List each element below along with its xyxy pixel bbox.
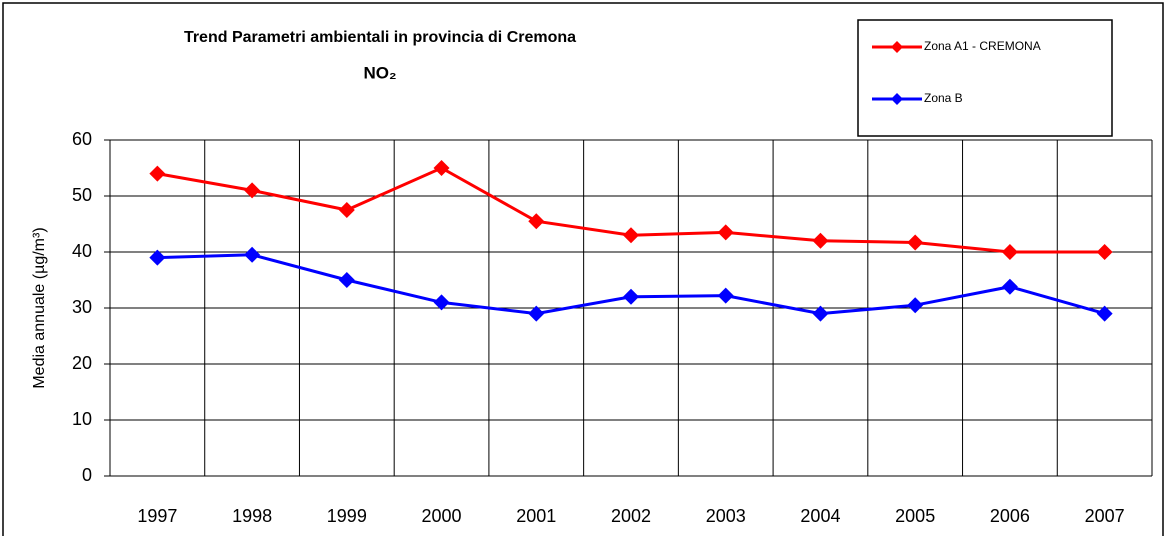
y-tick-label: 30 (72, 297, 92, 317)
marker (1001, 278, 1018, 295)
x-tick-label: 2006 (990, 506, 1030, 526)
y-tick-label: 10 (72, 409, 92, 429)
x-tick-label: 2004 (800, 506, 840, 526)
marker (433, 160, 450, 176)
marker (812, 305, 829, 322)
marker (433, 294, 450, 311)
marker (1096, 244, 1113, 260)
x-tick-label: 2005 (895, 506, 935, 526)
x-tick-label: 2000 (422, 506, 462, 526)
x-tick-label: 2002 (611, 506, 651, 526)
marker (244, 246, 261, 263)
marker (717, 224, 734, 241)
marker (149, 165, 166, 182)
y-tick-label: 0 (82, 465, 92, 485)
x-tick-label: 1999 (327, 506, 367, 526)
marker (528, 213, 545, 230)
marker (244, 182, 261, 199)
x-tick-label: 1998 (232, 506, 272, 526)
y-tick-label: 60 (72, 129, 92, 149)
legend-box (857, 19, 1113, 137)
marker (623, 227, 639, 244)
x-tick-label: 2001 (516, 506, 556, 526)
marker (907, 297, 924, 314)
marker (907, 234, 924, 251)
marker (1001, 244, 1018, 260)
marker (338, 202, 355, 218)
legend-label: Zona B (924, 91, 963, 105)
y-tick-label: 20 (72, 353, 92, 373)
chart-subtitle: NO₂ (363, 63, 396, 82)
marker (528, 305, 545, 322)
marker (338, 272, 355, 288)
chart-title: Trend Parametri ambientali in provincia … (184, 29, 576, 46)
x-tick-label: 1997 (137, 506, 177, 526)
marker (1096, 305, 1113, 322)
y-tick-label: 50 (72, 185, 92, 205)
marker (149, 249, 166, 266)
marker (717, 287, 734, 304)
y-axis-label: Media annuale (µg/m³) (31, 227, 48, 388)
marker (623, 288, 639, 305)
x-tick-label: 2003 (706, 506, 746, 526)
legend-label: Zona A1 - CREMONA (924, 39, 1041, 53)
legend-marker (891, 41, 903, 53)
legend-marker (891, 93, 903, 105)
y-tick-label: 40 (72, 241, 92, 261)
marker (812, 232, 829, 249)
x-tick-label: 2007 (1085, 506, 1125, 526)
